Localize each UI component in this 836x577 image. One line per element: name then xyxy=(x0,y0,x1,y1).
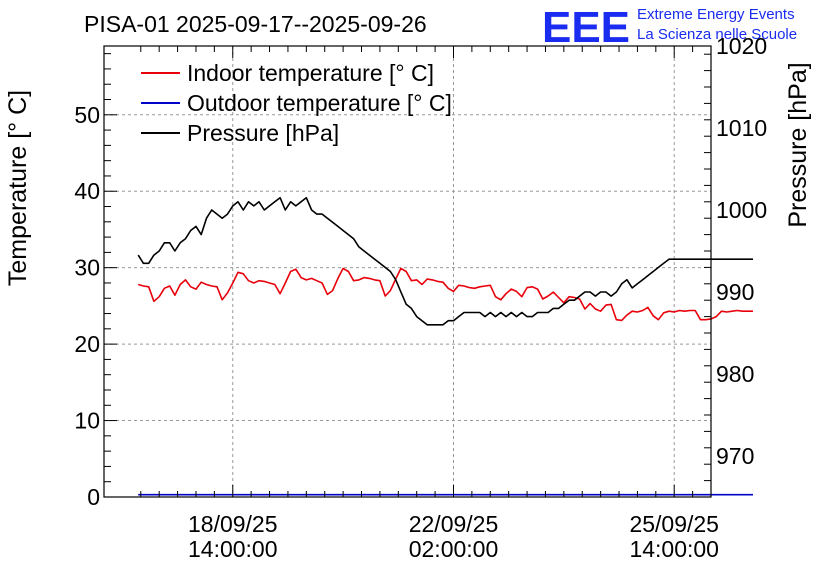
y-tick-label-right: 1010 xyxy=(716,115,767,141)
series-line-indoor xyxy=(137,267,753,322)
plot-frame xyxy=(103,45,712,498)
y-tick-label-left: 50 xyxy=(74,102,100,128)
eee-logo: EEE xyxy=(542,3,630,52)
y-tick-label-right: 990 xyxy=(716,279,754,305)
legend: Indoor temperature [° C] Outdoor temperat… xyxy=(141,60,452,146)
series-line-pressure xyxy=(137,196,753,326)
y-tick-label-right: 980 xyxy=(716,361,754,387)
y-tick-label-left: 30 xyxy=(74,255,100,281)
legend-label-indoor: Indoor temperature [° C] xyxy=(187,60,434,86)
x-tick-label-time: 02:00:00 xyxy=(409,536,499,562)
y-tick-label-left: 40 xyxy=(74,178,100,204)
y-tick-label-left: 0 xyxy=(87,484,100,510)
legend-label-outdoor: Outdoor temperature [° C] xyxy=(187,90,452,116)
org-name-line2: La Scienza nelle Scuole xyxy=(637,26,797,43)
y-tick-label-left: 10 xyxy=(74,408,100,434)
axes-layer: 0102030405097098099010001010102018/09/25… xyxy=(74,33,767,562)
y-tick-label-left: 20 xyxy=(74,331,100,357)
x-tick-label-time: 14:00:00 xyxy=(188,536,278,562)
y-tick-label-right: 1020 xyxy=(716,33,767,59)
y-tick-label-right: 1000 xyxy=(716,197,767,223)
legend-label-pressure: Pressure [hPa] xyxy=(187,120,339,146)
x-tick-label-date: 18/09/25 xyxy=(188,511,278,537)
y-axis-label-left: Temperature [° C] xyxy=(4,90,32,286)
chart-title: PISA-01 2025-09-17--2025-09-26 xyxy=(84,11,427,37)
x-tick-label-date: 25/09/25 xyxy=(629,511,719,537)
series-layer xyxy=(137,196,753,496)
y-axis-label-right: Pressure [hPa] xyxy=(784,62,812,227)
y-tick-label-right: 970 xyxy=(716,443,754,469)
x-tick-label-date: 22/09/25 xyxy=(409,511,499,537)
org-name-line1: Extreme Energy Events xyxy=(637,6,795,23)
x-tick-label-time: 14:00:00 xyxy=(629,536,719,562)
